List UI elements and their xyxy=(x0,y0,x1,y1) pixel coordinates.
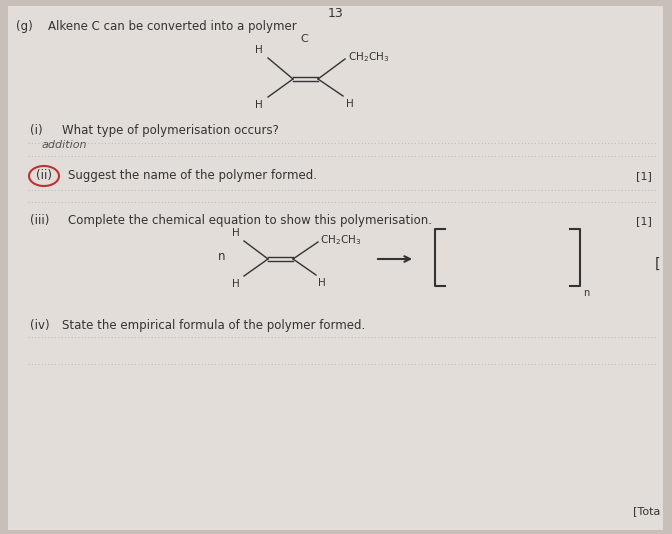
Text: (iv): (iv) xyxy=(30,319,50,332)
Text: (g): (g) xyxy=(16,20,33,33)
Text: $\mathregular{CH_2CH_3}$: $\mathregular{CH_2CH_3}$ xyxy=(320,233,362,247)
Text: Complete the chemical equation to show this polymerisation.: Complete the chemical equation to show t… xyxy=(68,214,432,227)
Text: What type of polymerisation occurs?: What type of polymerisation occurs? xyxy=(62,124,279,137)
Text: H: H xyxy=(318,278,326,288)
Text: [1]: [1] xyxy=(636,216,652,226)
FancyBboxPatch shape xyxy=(8,6,663,530)
Text: [: [ xyxy=(655,257,660,271)
Text: Alkene C can be converted into a polymer: Alkene C can be converted into a polymer xyxy=(48,20,297,33)
Text: n: n xyxy=(218,249,226,263)
Text: (ii): (ii) xyxy=(36,169,52,183)
Text: H: H xyxy=(255,100,263,110)
Text: 13: 13 xyxy=(328,7,344,20)
Text: H: H xyxy=(233,228,240,238)
Text: H: H xyxy=(233,279,240,289)
Text: addition: addition xyxy=(42,140,87,150)
Text: n: n xyxy=(583,288,589,298)
Text: State the empirical formula of the polymer formed.: State the empirical formula of the polym… xyxy=(62,319,366,332)
Text: H: H xyxy=(255,45,263,55)
Text: (i): (i) xyxy=(30,124,42,137)
Text: H: H xyxy=(346,99,353,109)
Text: C: C xyxy=(300,34,308,44)
Text: [1]: [1] xyxy=(636,171,652,181)
Text: (iii): (iii) xyxy=(30,214,49,227)
Text: Suggest the name of the polymer formed.: Suggest the name of the polymer formed. xyxy=(68,169,317,183)
Text: [Tota: [Tota xyxy=(632,506,660,516)
Text: $\mathregular{CH_2CH_3}$: $\mathregular{CH_2CH_3}$ xyxy=(348,50,389,64)
